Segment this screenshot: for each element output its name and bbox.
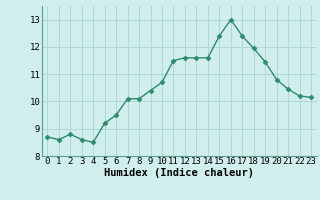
X-axis label: Humidex (Indice chaleur): Humidex (Indice chaleur) xyxy=(104,168,254,178)
